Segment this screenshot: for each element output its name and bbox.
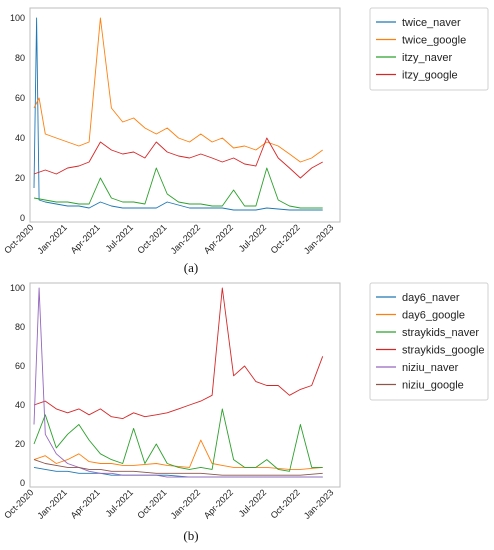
y-tick-label: 80 (15, 322, 25, 332)
series-line-itzy_google (33, 137, 323, 179)
x-tick-label: Oct-2020 (2, 487, 35, 520)
x-tick-label: Oct-2021 (135, 487, 168, 520)
legend-label: niziu_google (402, 380, 464, 392)
x-tick-label: Jan-2021 (35, 487, 69, 521)
series-line-niziu_google (33, 459, 323, 476)
x-tick-label: Jul-2022 (237, 487, 268, 518)
y-tick-label: 60 (15, 93, 25, 103)
x-tick-label: Apr-2022 (202, 222, 235, 255)
y-tick-label: 40 (15, 133, 25, 143)
x-tick-label: Oct-2021 (135, 222, 168, 255)
legend-label: itzy_google (402, 70, 458, 82)
x-tick-label: Jul-2021 (104, 487, 135, 518)
series-line-twice_naver (33, 17, 323, 211)
legend-box (369, 7, 489, 91)
x-tick-label: Oct-2022 (269, 487, 302, 520)
series-line-itzy_naver (33, 167, 323, 209)
y-tick-label: 80 (15, 53, 25, 63)
x-tick-label: Jan-2023 (302, 487, 336, 521)
y-tick-label: 100 (10, 13, 25, 23)
legend-label: straykids_google (402, 345, 485, 357)
x-tick-label: Jan-2021 (35, 222, 69, 256)
y-tick-label: 100 (10, 283, 25, 293)
y-tick-label: 60 (15, 361, 25, 371)
x-tick-label: Apr-2021 (69, 222, 102, 255)
plot-frame (29, 282, 341, 488)
y-tick-label: 20 (15, 173, 25, 183)
x-tick-label: Apr-2022 (202, 487, 235, 520)
legend-label: twice_naver (402, 17, 461, 29)
legend-label: niziu_naver (402, 362, 459, 374)
x-tick-label: Apr-2021 (69, 487, 102, 520)
x-tick-label: Jul-2021 (104, 222, 135, 253)
series-line-niziu_naver (33, 287, 323, 478)
x-tick-label: Jan-2022 (169, 487, 203, 521)
series-line-day6_google (33, 439, 323, 470)
x-tick-label: Jan-2023 (302, 222, 336, 256)
figure-caption: (a) (184, 260, 198, 275)
series-line-twice_google (33, 17, 323, 163)
x-tick-label: Oct-2020 (2, 222, 35, 255)
legend-label: itzy_naver (402, 52, 452, 64)
legend-label: straykids_naver (402, 327, 479, 339)
x-tick-label: Jul-2022 (237, 222, 268, 253)
y-tick-label: 0 (20, 478, 25, 488)
plot-frame (29, 7, 341, 223)
legend-label: day6_google (402, 310, 465, 322)
legend-box (369, 282, 489, 401)
y-tick-label: 0 (20, 213, 25, 223)
x-tick-label: Oct-2022 (269, 222, 302, 255)
series-line-straykids_naver (33, 408, 323, 472)
legend-label: day6_naver (402, 292, 460, 304)
x-tick-label: Jan-2022 (169, 222, 203, 256)
legend-label: twice_google (402, 35, 466, 47)
y-tick-label: 20 (15, 439, 25, 449)
y-tick-label: 40 (15, 400, 25, 410)
figure-caption: (b) (183, 528, 198, 543)
series-line-straykids_google (33, 287, 324, 420)
